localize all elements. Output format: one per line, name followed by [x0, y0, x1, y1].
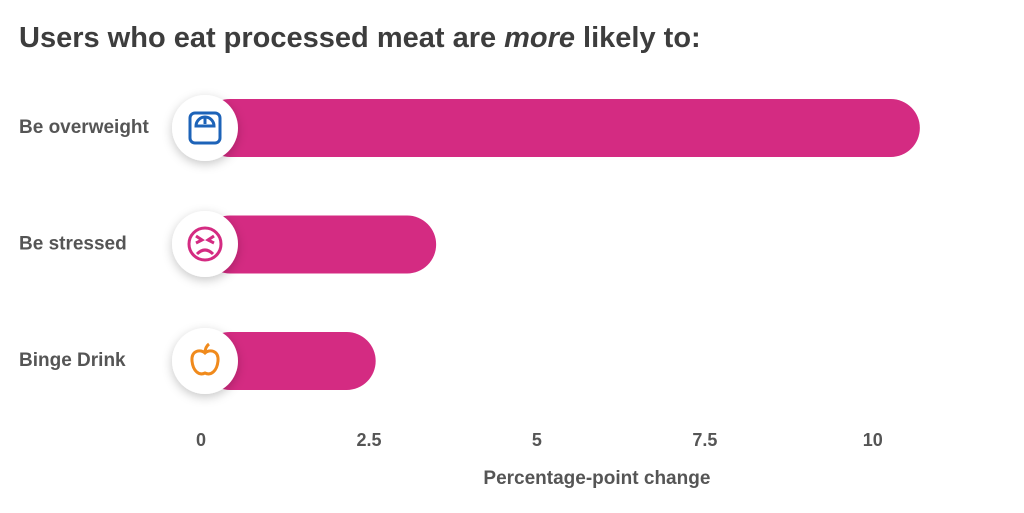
category-label: Be stressed	[19, 234, 127, 255]
bars: Be overweight Be stressed Binge Drink	[19, 99, 920, 390]
bar	[201, 99, 920, 157]
bar	[201, 332, 376, 390]
x-tick-label: 5	[532, 430, 542, 450]
icon-badge	[172, 211, 238, 277]
stressed-icon	[187, 226, 223, 262]
icon-badge	[172, 328, 238, 394]
icons	[172, 95, 238, 394]
x-axis: 0 2.5 5 7.5 10 Percentage-point change	[196, 430, 883, 489]
chart-title: Users who eat processed meat are more like…	[19, 22, 709, 55]
bar	[201, 215, 437, 274]
title-part: Users who eat processed meat are	[19, 22, 497, 54]
x-axis-title: Percentage-point change	[483, 468, 710, 489]
title-part: likely to:	[583, 22, 701, 54]
icon-badge	[172, 95, 238, 161]
category-label: Be overweight	[19, 117, 150, 138]
x-tick-label: 7.5	[692, 430, 717, 450]
apple-icon	[190, 342, 220, 376]
scale-icon	[188, 111, 222, 145]
x-tick-label: 0	[196, 430, 206, 450]
title-emphasis: more	[504, 22, 576, 54]
x-tick-label: 2.5	[356, 430, 381, 450]
x-tick-label: 10	[863, 430, 883, 450]
category-label: Binge Drink	[19, 350, 126, 371]
